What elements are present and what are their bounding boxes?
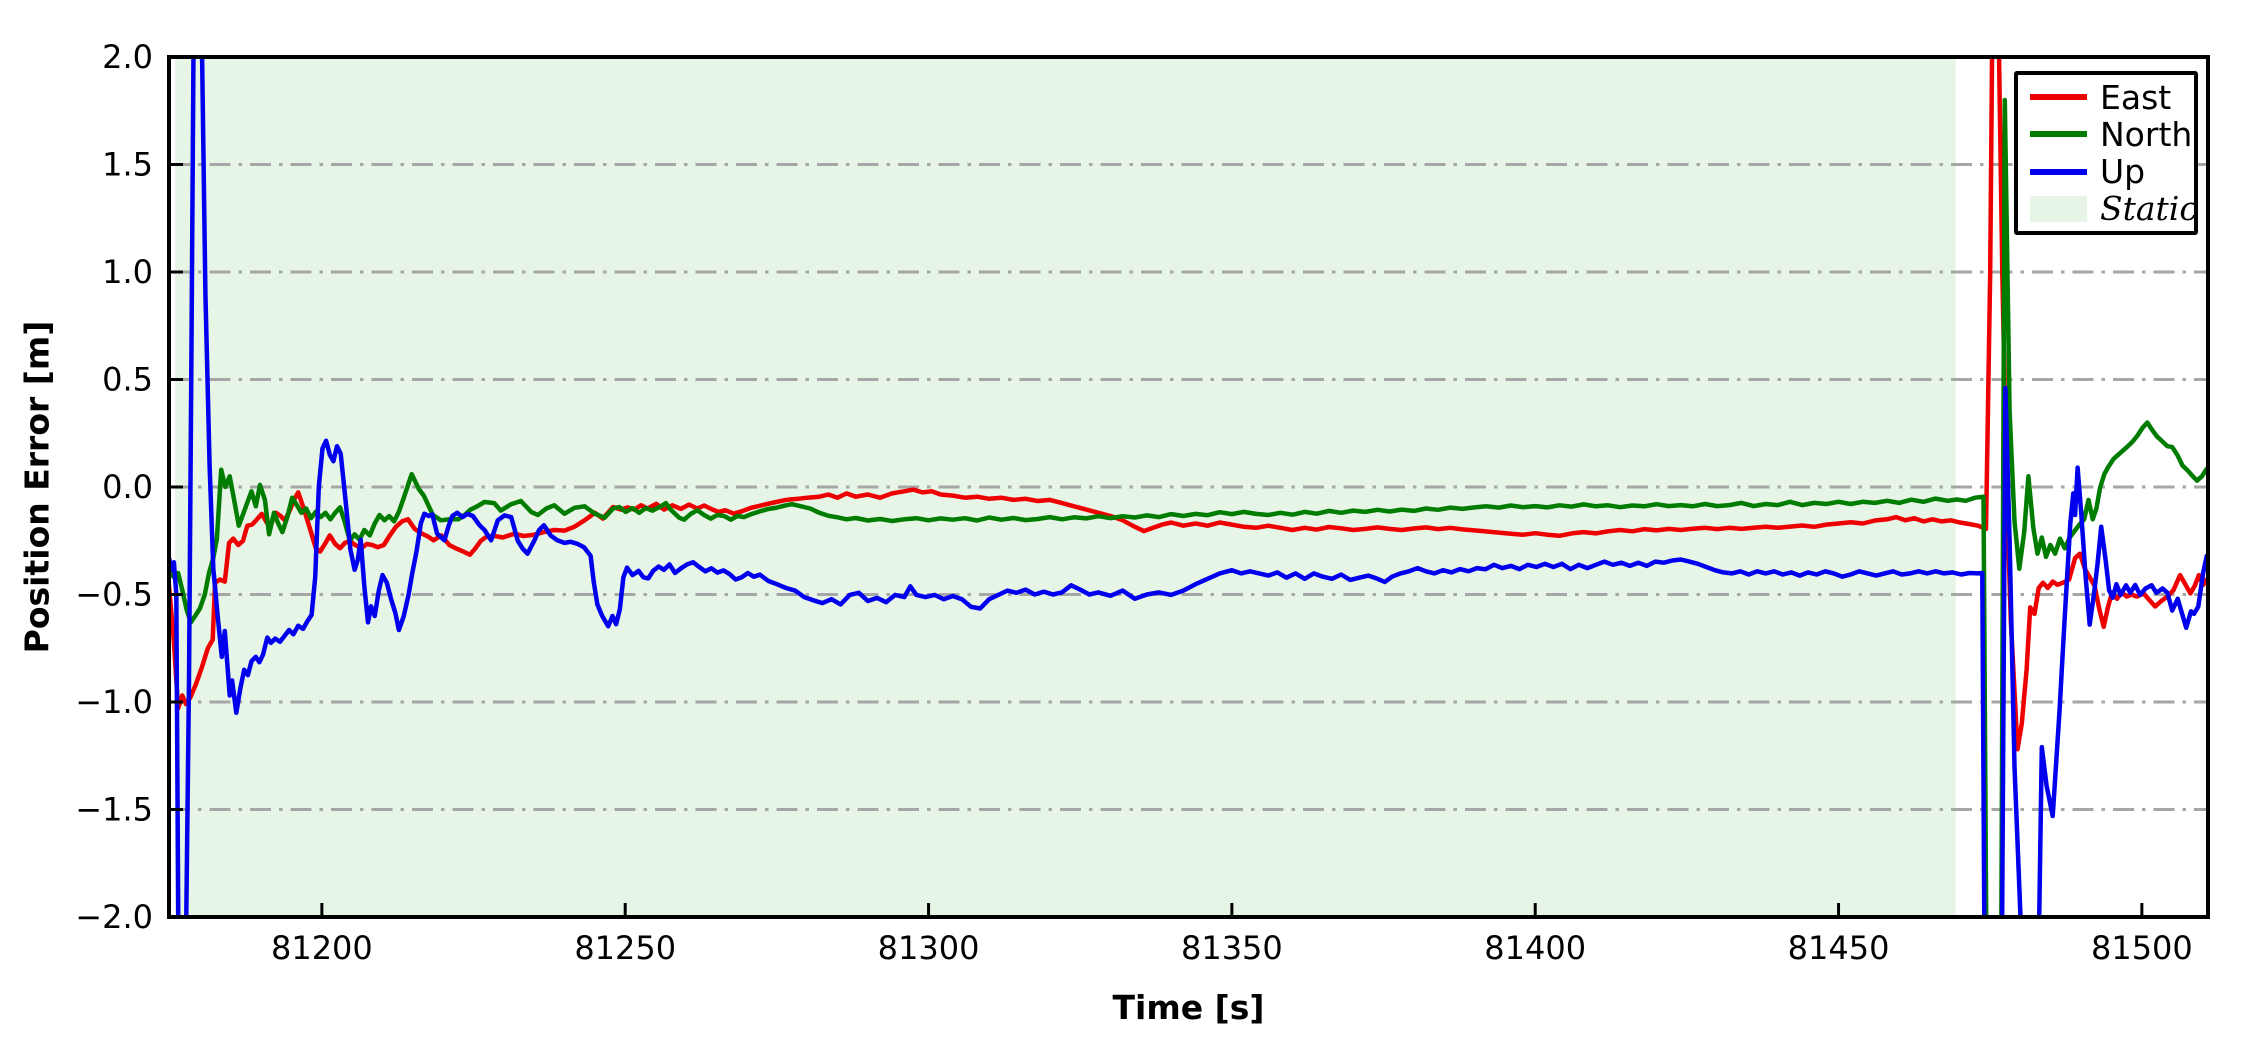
east-line-swatch (2030, 94, 2087, 101)
y-tick-label: 2.0 (102, 38, 153, 76)
legend-label-static: Static (2100, 189, 2198, 229)
series-up-line (169, 57, 2208, 917)
y-tick-label: −1.0 (75, 683, 153, 721)
legend-label-east: East (2100, 77, 2172, 117)
x-axis-title: Time [s] (1112, 988, 1265, 1027)
static-patch-swatch (2030, 195, 2087, 222)
legend: East North Up Static (2014, 71, 2198, 235)
y-tick-label: 0.0 (102, 468, 153, 506)
y-tick-label: −1.5 (75, 791, 153, 829)
y-tick-label: −2.0 (75, 898, 153, 936)
legend-item-up: Up (2030, 154, 2194, 190)
y-tick-label: 1.5 (102, 146, 153, 184)
legend-item-static: Static (2030, 191, 2198, 227)
series-north-line (169, 97, 2208, 917)
north-line-swatch (2030, 131, 2087, 138)
legend-label-up: Up (2100, 152, 2146, 192)
x-tick-label: 81200 (271, 929, 373, 967)
y-tick-label: 0.5 (102, 361, 153, 399)
x-tick-label: 81400 (1484, 929, 1586, 967)
y-axis-title: Position Error [m] (17, 320, 57, 654)
up-line-swatch (2030, 168, 2087, 175)
x-tick-label: 81450 (1788, 929, 1890, 967)
y-tick-label: −0.5 (75, 576, 153, 614)
x-tick-label: 81350 (1181, 929, 1283, 967)
legend-item-east: East (2030, 79, 2194, 115)
x-tick-label: 81300 (878, 929, 980, 967)
y-tick-label: 1.0 (102, 253, 153, 291)
x-tick-label: 81250 (574, 929, 676, 967)
x-tick-label: 81500 (2091, 929, 2193, 967)
legend-item-north: North (2030, 116, 2194, 152)
legend-label-north: North (2100, 114, 2193, 154)
